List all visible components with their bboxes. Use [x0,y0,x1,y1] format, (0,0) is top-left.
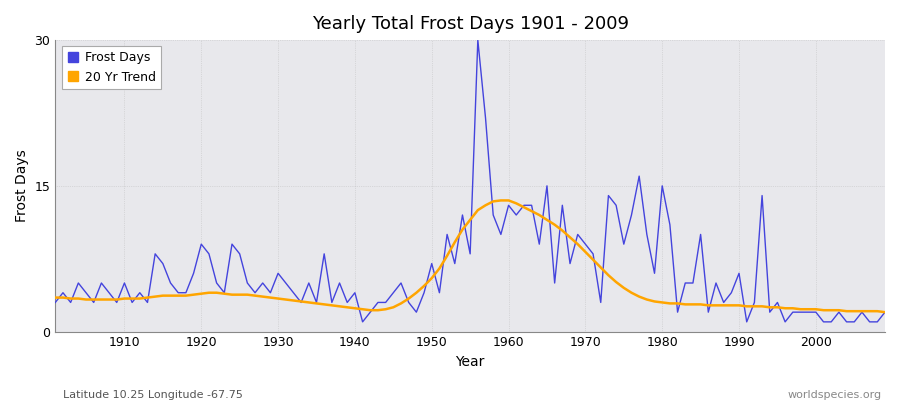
20 Yr Trend [496,198,507,203]
Frost Days [357,320,368,324]
20 Yr Trend [327,303,338,308]
Frost Days [472,38,483,42]
20 Yr Trend [503,198,514,203]
20 Yr Trend [511,201,522,206]
Frost Days [50,300,60,305]
20 Yr Trend [112,297,122,302]
Frost Days [281,281,292,286]
Legend: Frost Days, 20 Yr Trend: Frost Days, 20 Yr Trend [61,46,161,89]
Frost Days [879,310,890,314]
Frost Days [518,203,529,208]
Line: 20 Yr Trend: 20 Yr Trend [55,200,885,312]
Frost Days [112,300,122,305]
Title: Yearly Total Frost Days 1901 - 2009: Yearly Total Frost Days 1901 - 2009 [311,15,628,33]
X-axis label: Year: Year [455,355,485,369]
Frost Days [511,212,522,217]
Frost Days [611,203,622,208]
20 Yr Trend [879,310,890,314]
Text: worldspecies.org: worldspecies.org [788,390,882,400]
Y-axis label: Frost Days: Frost Days [15,150,29,222]
20 Yr Trend [281,297,292,302]
Frost Days [327,300,338,305]
Line: Frost Days: Frost Days [55,40,885,322]
Text: Latitude 10.25 Longitude -67.75: Latitude 10.25 Longitude -67.75 [63,390,243,400]
20 Yr Trend [603,273,614,278]
20 Yr Trend [50,295,60,300]
